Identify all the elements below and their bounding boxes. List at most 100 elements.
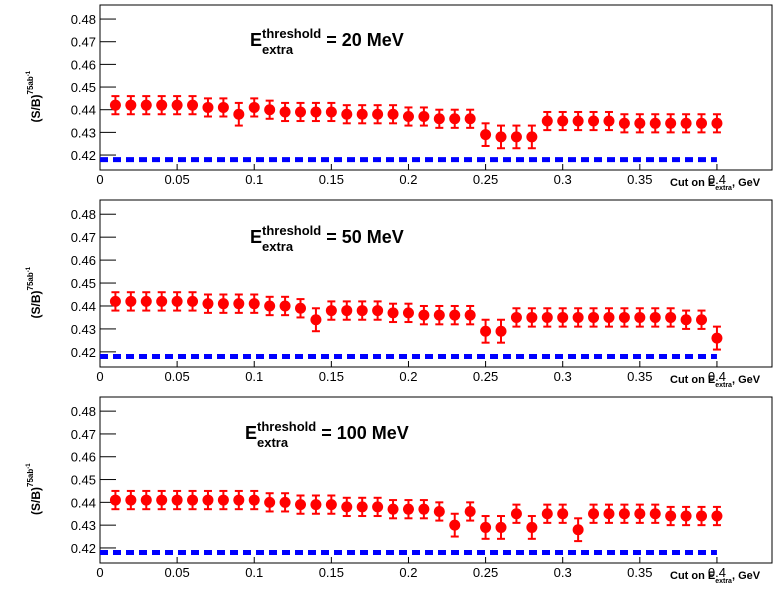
data-point [295,106,307,118]
y-tick-label: 0.47 [71,35,96,50]
title-subscript: extra [262,239,294,254]
x-tick-label: 0.3 [554,369,572,384]
x-label-main: Cut on E [670,177,715,189]
y-axis-label: (S/B)75ab-1 [26,266,43,318]
data-point [264,300,276,312]
y-tick-label: 0.46 [71,450,96,465]
data-point [618,508,630,520]
data-point [464,505,476,517]
x-tick-label: 0.2 [399,369,417,384]
data-point [603,311,615,323]
data-point [449,113,461,125]
x-tick-label: 0.25 [473,369,498,384]
data-point [264,104,276,116]
x-tick-label: 0.1 [245,172,263,187]
data-point [125,494,137,506]
data-point [171,99,183,111]
data-point [665,510,677,522]
data-point [387,108,399,120]
x-tick-label: 0 [96,172,103,187]
panel-title: Ethreshold extra = 50 MeV [250,223,404,254]
panel: 0.42 0.43 0.44 0.45 0.46 0.47 0.48 0 0.05 0.1 0.15… [26,199,773,389]
data-point [480,521,492,533]
x-label-main: Cut on E [670,570,715,582]
data-point [433,505,445,517]
data-point [418,111,430,123]
data-point [680,117,692,129]
data-point [233,494,245,506]
x-label-main: Cut on E [670,374,715,386]
y-label-main: (S/B) [29,291,43,319]
data-point [325,106,337,118]
y-tick-label: 0.42 [71,541,96,556]
y-tick-label: 0.43 [71,518,96,533]
data-point [711,332,723,344]
x-tick-label: 0.35 [627,565,652,580]
y-label-sup: 75ab [26,469,35,487]
data-point [310,499,322,511]
y-tick-label: 0.43 [71,322,96,337]
data-point [495,325,507,337]
data-point [171,494,183,506]
y-tick-label: 0.48 [71,12,96,27]
data-point [572,524,584,536]
x-tick-label: 0.1 [245,565,263,580]
data-point [187,494,199,506]
y-tick-label: 0.48 [71,404,96,419]
data-point [557,311,569,323]
panel: 0.42 0.43 0.44 0.45 0.46 0.47 0.48 0 0.05 0.1 0.15… [26,4,773,192]
data-point [264,496,276,508]
y-label-exp: -1 [26,70,32,76]
data-point [233,108,245,120]
title-value: = 50 MeV [326,227,404,247]
y-tick-label: 0.45 [71,276,96,291]
x-tick-label: 0.15 [319,369,344,384]
panel-title: Ethreshold extra = 20 MeV [250,26,404,57]
data-point [634,311,646,323]
data-point [480,129,492,141]
title-subscript: extra [257,435,289,450]
data-point [665,311,677,323]
panel-title: Ethreshold extra = 100 MeV [245,419,409,450]
data-point [387,307,399,319]
data-point [402,111,414,123]
y-label-sup: 75ab [26,272,35,290]
data-point [495,131,507,143]
y-tick-label: 0.47 [71,427,96,442]
x-tick-label: 0.15 [319,565,344,580]
data-point [217,298,229,310]
data-point [279,106,291,118]
title-symbol: E [245,423,257,443]
x-tick-label: 0.15 [319,172,344,187]
data-point [356,501,368,513]
data-point [156,99,168,111]
y-tick-label: 0.43 [71,125,96,140]
title-value: = 100 MeV [321,423,409,443]
data-point [248,298,260,310]
y-tick-label: 0.46 [71,57,96,72]
data-point [680,314,692,326]
data-point [634,508,646,520]
data-point [696,117,708,129]
data-point [464,309,476,321]
plot-frame [99,396,773,564]
y-tick-label: 0.42 [71,148,96,163]
x-label-rest: , GeV [732,374,761,386]
data-point [557,508,569,520]
data-point [372,501,384,513]
data-point [510,311,522,323]
data-point [495,521,507,533]
data-point [680,510,692,522]
x-tick-label: 0 [96,369,103,384]
y-tick-label: 0.44 [71,103,96,118]
data-point [696,314,708,326]
data-point [572,311,584,323]
data-point [526,521,538,533]
x-tick-label: 0.35 [627,172,652,187]
data-point [402,503,414,515]
plot-frame [99,4,773,171]
y-axis-label: (S/B)75ab-1 [26,463,43,515]
data-point [588,311,600,323]
y-label-main: (S/B) [29,487,43,515]
data-point [402,307,414,319]
